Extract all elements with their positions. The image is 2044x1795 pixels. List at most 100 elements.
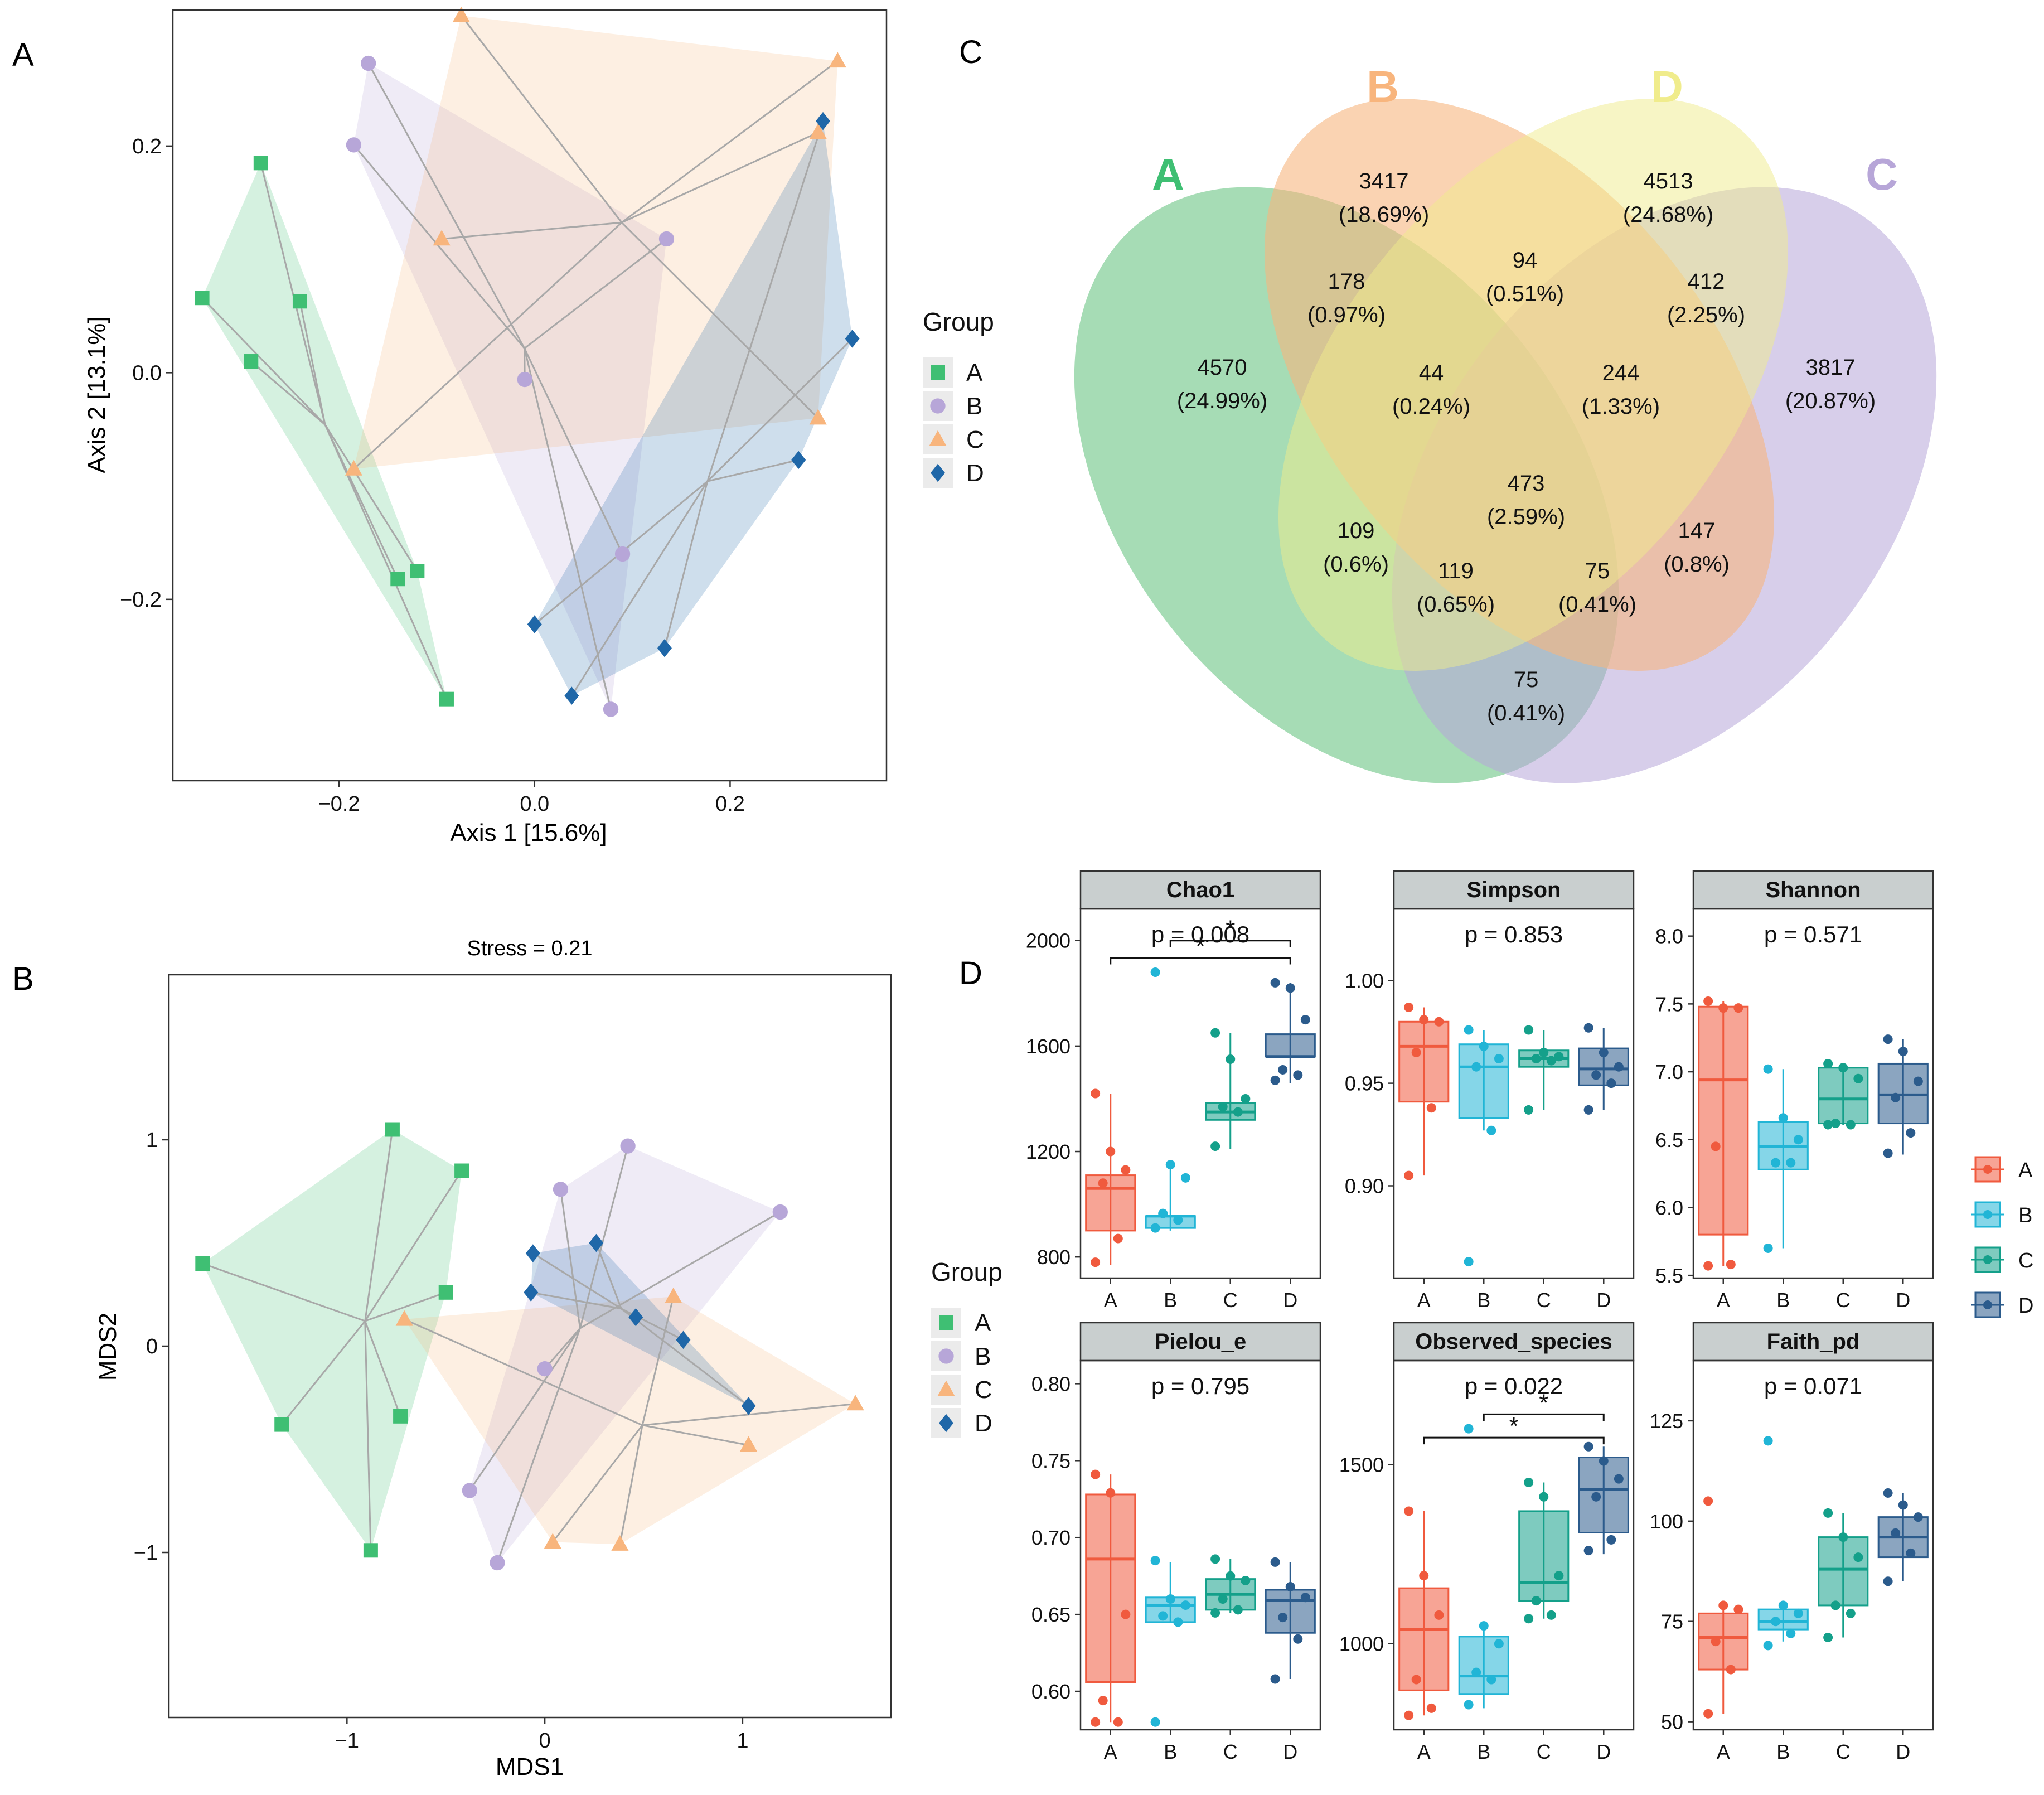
nmds-hull-b (469, 1146, 781, 1563)
box-point-b (1763, 1436, 1773, 1446)
nmds-spider-line (469, 1328, 581, 1491)
nmds-spider-line (641, 1296, 675, 1426)
box-point-a (1703, 1496, 1713, 1506)
box-point-c (1524, 1478, 1534, 1488)
box-point-c (1554, 1052, 1564, 1062)
nmds-point-b (620, 1138, 636, 1154)
box-point-d (1883, 1576, 1893, 1586)
facet-y-tick-label-faith-pd: 50 (1661, 1711, 1683, 1734)
nmds-spider-line (621, 1308, 749, 1407)
nmds-legend-label-a: A (975, 1309, 991, 1337)
box-point-a (1726, 1665, 1736, 1675)
nmds-spider-line (560, 1189, 581, 1329)
pcoa-point-a (439, 691, 454, 707)
nmds-plot: −1 0 1 −1 0 1 (134, 974, 892, 1753)
pcoa-spider-line (461, 15, 623, 223)
box-point-b (1778, 1113, 1788, 1123)
pcoa-x-tick-label: −0.2 (318, 792, 360, 816)
nmds-x-tick-label: 0 (539, 1729, 551, 1753)
box-point-d (1583, 1105, 1593, 1115)
nmds-spider-line (202, 1262, 366, 1322)
nmds-spider-line (552, 1424, 643, 1543)
pcoa-spider-line (524, 348, 612, 710)
facet-x-tick-label-simpson: A (1417, 1289, 1431, 1312)
nmds-point-b (553, 1182, 569, 1197)
pcoa-spider-line (524, 348, 623, 555)
facet-x-tick-label-chao1: C (1223, 1289, 1238, 1312)
box-point-a (1711, 1637, 1721, 1647)
alpha-legend-dot-c (1983, 1255, 1992, 1264)
pcoa-point-b (614, 546, 631, 562)
nmds-point-d (589, 1233, 604, 1252)
nmds-spider-line (496, 1328, 581, 1563)
facet-x-tick-label-observed-species: B (1477, 1740, 1490, 1763)
box-point-d (1583, 1546, 1593, 1556)
box-point-a (1733, 1003, 1743, 1013)
box-point-b (1494, 1053, 1504, 1063)
venn-region-count: 473 (1508, 471, 1545, 496)
nmds-point-c (611, 1535, 629, 1551)
facet-title-simpson: Simpson (1467, 878, 1561, 902)
nmds-spider-line (364, 1170, 463, 1322)
pcoa-spider-line (324, 424, 448, 700)
facet-x-tick-label-pielou-e: C (1223, 1740, 1238, 1763)
nmds-point-c (544, 1533, 561, 1549)
pcoa-point-d (564, 686, 579, 705)
box-point-a (1411, 1047, 1421, 1057)
facet-x-tick-label-shannon: A (1717, 1289, 1730, 1312)
pcoa-legend-marker-b (930, 398, 946, 414)
box-point-d (1300, 1015, 1310, 1025)
box-point-a (1113, 1717, 1123, 1727)
box-point-b (1173, 1617, 1183, 1627)
box-point-d (1583, 1441, 1593, 1452)
nmds-spider-line (579, 1211, 781, 1329)
box-point-b (1793, 1608, 1803, 1618)
box-point-c (1210, 1608, 1220, 1618)
panel-label-d: D (959, 955, 982, 991)
pcoa-point-d (845, 330, 860, 348)
box-point-a (1703, 1709, 1713, 1719)
box-point-c (1838, 1532, 1848, 1542)
facet-y-tick-label-chao1: 2000 (1026, 930, 1071, 952)
nmds-point-c (665, 1287, 682, 1303)
nmds-spider-line (365, 1291, 447, 1322)
box-point-b (1786, 1628, 1796, 1638)
venn-diagram: A B D C 4570 (24.99%) 3417 (18.69%) 4513 (24.… (1074, 62, 1937, 783)
facet-strip-shannon (1692, 870, 1934, 910)
box-point-c (1210, 1028, 1220, 1038)
pcoa-point-a (195, 291, 210, 306)
nmds-point-c (739, 1436, 758, 1452)
pcoa-y-tick-label: 0.0 (132, 361, 162, 385)
pcoa-point-b (603, 701, 619, 717)
box-point-b (1165, 1594, 1175, 1604)
facet-x-tick-label-simpson: C (1537, 1289, 1551, 1312)
venn-region-labels: 4570 (24.99%) 3417 (18.69%) 4513 (24.68%) 3817… (1177, 169, 1876, 725)
pcoa-y-axis-title: Axis 2 [13.1%] (83, 316, 110, 473)
box-point-c (1539, 1047, 1549, 1057)
box-point-b (1150, 1717, 1160, 1727)
box-iqr-a (1085, 1493, 1136, 1683)
pcoa-legend-marker-c (929, 430, 947, 446)
pcoa-hull-a (202, 163, 447, 699)
box-point-c (1846, 1608, 1856, 1618)
pcoa-legend-label-d: D (966, 459, 984, 487)
box-point-c (1853, 1552, 1863, 1562)
box-point-c (1823, 1508, 1833, 1518)
box-point-c (1539, 1492, 1549, 1502)
pcoa-point-b (346, 137, 362, 153)
alpha-legend-label-a: A (2018, 1159, 2033, 1182)
box-iqr-c (1818, 1536, 1869, 1607)
pcoa-point-b (658, 231, 675, 247)
box-point-d (1883, 1488, 1893, 1498)
box-point-b (1158, 1611, 1168, 1621)
box-iqr-a (1698, 1005, 1749, 1236)
box-point-c (1524, 1105, 1534, 1115)
pcoa-spider-line (663, 481, 709, 649)
pcoa-y-tick-label: 0.2 (132, 135, 162, 158)
pcoa-legend-title: Group (923, 307, 994, 336)
pcoa-point-c (809, 123, 827, 139)
pcoa-spider-line (706, 120, 824, 482)
box-point-d (1614, 1474, 1624, 1484)
